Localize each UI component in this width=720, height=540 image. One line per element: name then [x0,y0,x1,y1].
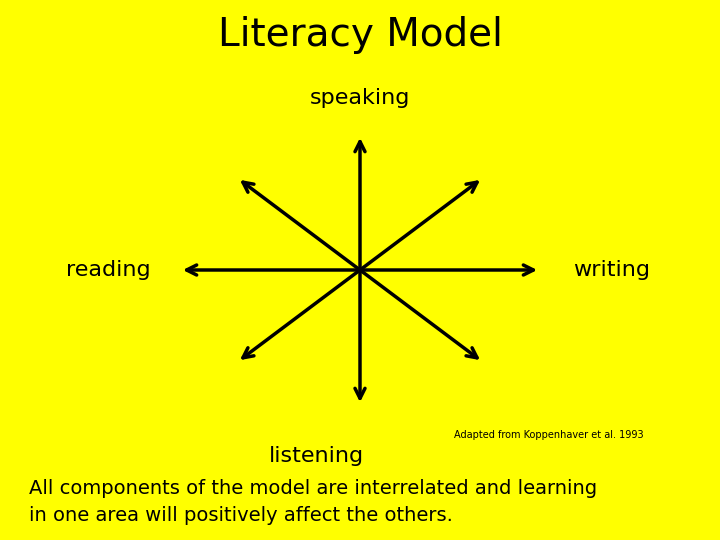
Text: reading: reading [66,260,150,280]
Text: listening: listening [269,446,364,465]
Text: Adapted from Koppenhaver et al. 1993: Adapted from Koppenhaver et al. 1993 [454,430,643,440]
Text: Literacy Model: Literacy Model [217,16,503,54]
Text: in one area will positively affect the others.: in one area will positively affect the o… [29,506,453,525]
Text: writing: writing [574,260,650,280]
Text: speaking: speaking [310,88,410,108]
Text: All components of the model are interrelated and learning: All components of the model are interrel… [29,479,597,498]
